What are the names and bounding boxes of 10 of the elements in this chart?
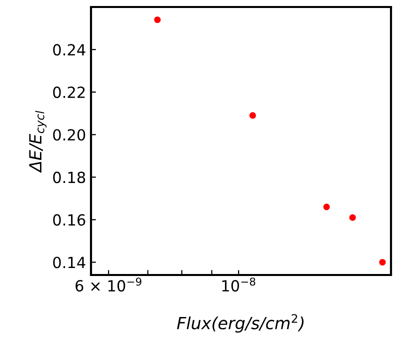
- y-axis-title: ΔE/E$_{cycl}$: [29, 110, 47, 173]
- y-tick-label: 0.20: [53, 129, 86, 141]
- y-tick-label: 0.16: [53, 214, 86, 226]
- y-tick-label: 0.24: [53, 44, 86, 56]
- x-tick-label: 10$^{−8}$: [222, 278, 256, 292]
- y-tick-label: 0.18: [53, 172, 86, 184]
- y-tick-label: 0.22: [53, 86, 85, 98]
- x-tick-label: 6 × 10$^{−9}$: [76, 278, 142, 292]
- y-tick-label: 0.14: [53, 256, 86, 268]
- x-axis-title: Flux(erg/s/cm$^{2}$): [177, 314, 304, 333]
